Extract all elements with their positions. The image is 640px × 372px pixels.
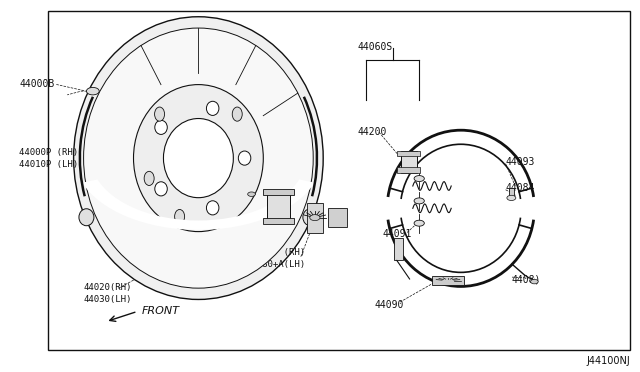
Ellipse shape [238,151,251,165]
Text: 44093: 44093 [506,157,535,167]
Circle shape [414,198,424,204]
Bar [397,167,420,173]
Ellipse shape [155,107,164,121]
Circle shape [414,220,424,226]
Circle shape [310,215,320,221]
Text: 4408): 4408) [512,274,541,284]
Circle shape [248,192,255,196]
Circle shape [531,279,538,284]
Ellipse shape [163,119,234,198]
Ellipse shape [155,182,167,196]
Text: 44051 (RH)
44051+A(LH): 44051 (RH) 44051+A(LH) [246,187,305,208]
Bar [401,151,417,173]
Circle shape [507,195,516,201]
Text: 44060S: 44060S [357,42,392,51]
Text: 44090: 44090 [374,300,404,310]
Bar [267,190,290,223]
Bar [432,276,464,285]
Bar [394,238,403,260]
Text: 44000P (RH)
44010P (LH): 44000P (RH) 44010P (LH) [19,148,78,169]
Ellipse shape [144,171,154,186]
Bar [307,203,323,232]
Wedge shape [83,179,314,230]
Bar [509,188,514,197]
Ellipse shape [74,17,323,299]
Text: 44091: 44091 [383,230,412,239]
Text: 44020(RH)
44030(LH): 44020(RH) 44030(LH) [83,283,132,304]
Ellipse shape [232,107,242,121]
Bar [397,151,420,156]
Ellipse shape [175,209,184,224]
Ellipse shape [134,84,263,232]
Ellipse shape [207,101,219,115]
Ellipse shape [155,120,167,134]
Bar [328,208,347,227]
Ellipse shape [207,201,219,215]
Ellipse shape [79,209,94,226]
Bar [263,218,294,224]
Ellipse shape [303,209,318,226]
Text: J44100NJ: J44100NJ [587,356,630,366]
Circle shape [414,176,424,182]
Text: 44200: 44200 [357,127,387,137]
Text: 44084: 44084 [506,183,535,193]
Bar [263,189,294,195]
Text: FRONT: FRONT [142,306,180,315]
Ellipse shape [84,28,313,288]
Text: 44180  (RH)
44180+A(LH): 44180 (RH) 44180+A(LH) [246,248,305,269]
Circle shape [86,87,99,95]
Text: 44000B: 44000B [19,79,54,89]
